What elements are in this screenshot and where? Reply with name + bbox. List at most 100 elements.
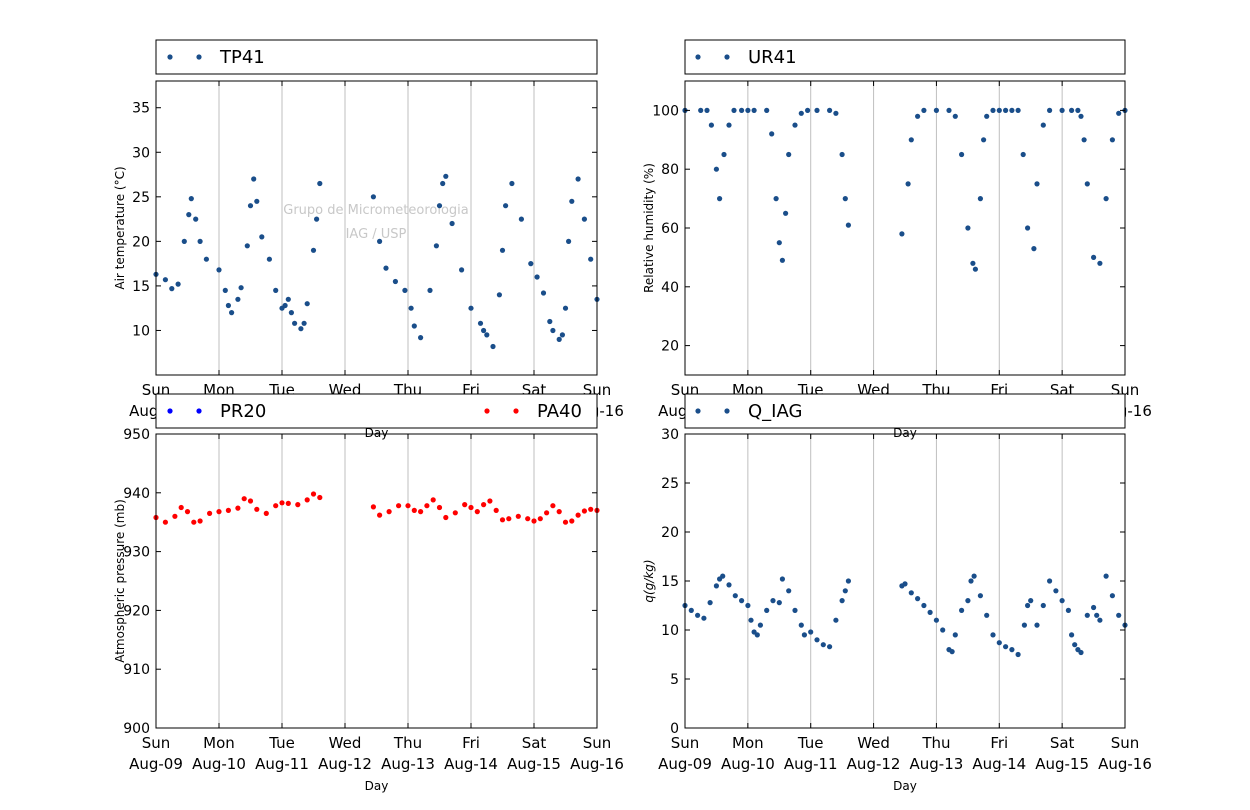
x-tick-label-date: Aug-12 <box>847 755 901 773</box>
data-point <box>1059 598 1065 604</box>
data-point <box>396 503 402 509</box>
data-point <box>965 598 971 604</box>
x-tick-label-day: Fri <box>990 734 1008 752</box>
data-point <box>251 176 257 182</box>
data-point <box>977 593 984 599</box>
data-point <box>902 581 908 587</box>
data-point <box>184 509 191 515</box>
data-point <box>776 600 782 606</box>
y-tick-label: 20 <box>132 234 150 250</box>
data-point <box>972 266 979 272</box>
x-tick-label-date: Aug-09 <box>129 755 183 773</box>
x-tick-label-date: Aug-13 <box>381 755 435 773</box>
data-point <box>186 212 192 218</box>
data-point <box>1028 598 1034 604</box>
data-point <box>370 194 376 200</box>
x-tick-label-date: Aug-09 <box>658 755 712 773</box>
data-point <box>528 261 534 267</box>
data-point <box>377 238 383 244</box>
data-point <box>748 617 754 623</box>
data-point <box>915 113 921 119</box>
watermark: Grupo de Micrometeorologia IAG / USP <box>283 203 469 242</box>
y-tick-label: 30 <box>661 427 679 443</box>
data-point <box>468 305 474 311</box>
legend-marker <box>695 54 701 60</box>
y-tick-label: 100 <box>652 103 679 119</box>
data-point <box>708 122 715 128</box>
data-point <box>162 519 168 525</box>
data-point <box>314 216 320 222</box>
data-point <box>559 332 566 338</box>
data-point <box>698 107 704 113</box>
data-point <box>1091 254 1097 260</box>
data-point <box>310 491 317 497</box>
data-point <box>254 198 260 204</box>
data-point <box>317 494 323 501</box>
x-tick-label-date: Aug-15 <box>1035 755 1089 773</box>
data-point <box>1084 612 1090 618</box>
x-tick-label-day: Sun <box>583 734 612 752</box>
y-tick-label: 0 <box>670 721 679 737</box>
data-point <box>515 513 521 519</box>
x-axis-label: Day <box>365 426 389 440</box>
data-point <box>547 318 553 325</box>
data-point <box>550 503 556 509</box>
y-axis-label: Air temperature (°C) <box>113 166 127 289</box>
legend-item-ur41: UR41 <box>695 47 797 68</box>
legend-item-tp41: TP41 <box>167 47 265 68</box>
axes-frame <box>155 80 598 376</box>
x-tick-label-day: Mon <box>732 734 764 752</box>
data-point <box>525 516 531 522</box>
y-axis-label: Relative humidity (%) <box>642 163 656 293</box>
data-point <box>370 504 376 510</box>
data-point <box>392 278 398 285</box>
watermark-line-1: Grupo de Micrometeorologia <box>283 203 469 218</box>
data-point <box>266 256 272 262</box>
data-point <box>238 285 244 291</box>
data-point <box>915 596 921 602</box>
x-axis-label: Day <box>893 779 917 793</box>
data-point <box>971 573 977 579</box>
x-tick-label-date: Aug-16 <box>570 755 624 773</box>
data-point <box>726 122 732 128</box>
data-point <box>562 519 569 525</box>
legend-label: Q_IAG <box>748 401 802 422</box>
y-tick-label: 80 <box>661 162 679 178</box>
data-point <box>430 497 436 503</box>
x-tick-label-day: Wed <box>329 734 362 752</box>
watermark-line-2: IAG / USP <box>346 227 407 242</box>
data-point <box>1103 573 1109 579</box>
x-tick-label-date: Aug-14 <box>444 755 498 773</box>
data-point <box>814 637 820 643</box>
data-point <box>769 131 775 137</box>
data-point <box>402 287 408 293</box>
data-point <box>757 622 764 628</box>
data-point <box>1020 151 1026 158</box>
y-tick-label: 20 <box>661 525 679 541</box>
data-point <box>833 110 839 116</box>
series-pa40 <box>153 491 600 525</box>
data-point <box>792 122 798 128</box>
data-point <box>562 305 569 311</box>
data-point <box>279 500 285 506</box>
data-point <box>1025 225 1031 231</box>
data-point <box>169 286 175 292</box>
data-point <box>229 310 235 316</box>
data-point <box>506 516 512 522</box>
data-point <box>798 622 804 628</box>
data-point <box>443 173 449 179</box>
data-point <box>1031 246 1037 252</box>
legend-item-q-iag: Q_IAG <box>695 401 802 422</box>
data-point <box>764 607 770 614</box>
data-point <box>899 231 905 237</box>
axes-frame <box>684 80 1126 376</box>
data-point <box>193 216 199 222</box>
data-point <box>433 243 439 249</box>
legend-label: TP41 <box>219 47 265 68</box>
data-point <box>581 508 588 514</box>
x-tick-label-date: Aug-10 <box>192 755 246 773</box>
data-point <box>1097 260 1103 266</box>
data-point <box>704 107 710 113</box>
data-point <box>241 496 247 502</box>
y-tick-label: 25 <box>132 190 150 206</box>
